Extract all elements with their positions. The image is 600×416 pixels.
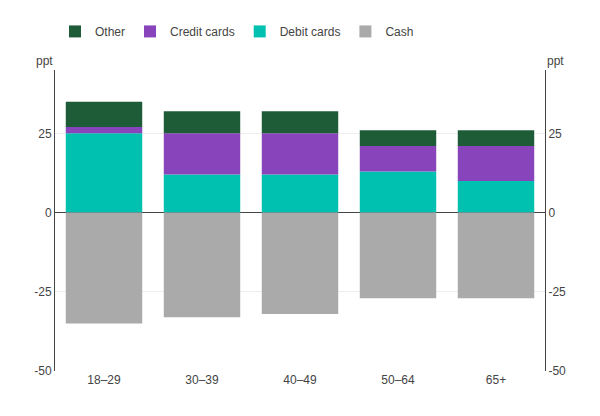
svg-text:0: 0 <box>548 206 555 220</box>
svg-text:-25: -25 <box>548 285 566 299</box>
svg-text:-50: -50 <box>548 364 566 378</box>
svg-text:Credit cards: Credit cards <box>170 25 235 39</box>
svg-text:18–29: 18–29 <box>87 373 121 387</box>
svg-text:25: 25 <box>38 127 52 141</box>
svg-text:-25: -25 <box>34 285 52 299</box>
svg-text:ppt: ppt <box>36 54 53 68</box>
svg-text:25: 25 <box>548 127 562 141</box>
svg-text:Other: Other <box>95 25 125 39</box>
svg-text:30–39: 30–39 <box>185 373 219 387</box>
svg-text:Cash: Cash <box>385 25 413 39</box>
svg-text:Debit cards: Debit cards <box>280 25 341 39</box>
svg-text:65+: 65+ <box>486 373 506 387</box>
svg-text:50–64: 50–64 <box>381 373 415 387</box>
svg-text:-50: -50 <box>34 364 52 378</box>
svg-text:0: 0 <box>45 206 52 220</box>
svg-text:ppt: ppt <box>547 54 564 68</box>
svg-text:40–49: 40–49 <box>283 373 317 387</box>
